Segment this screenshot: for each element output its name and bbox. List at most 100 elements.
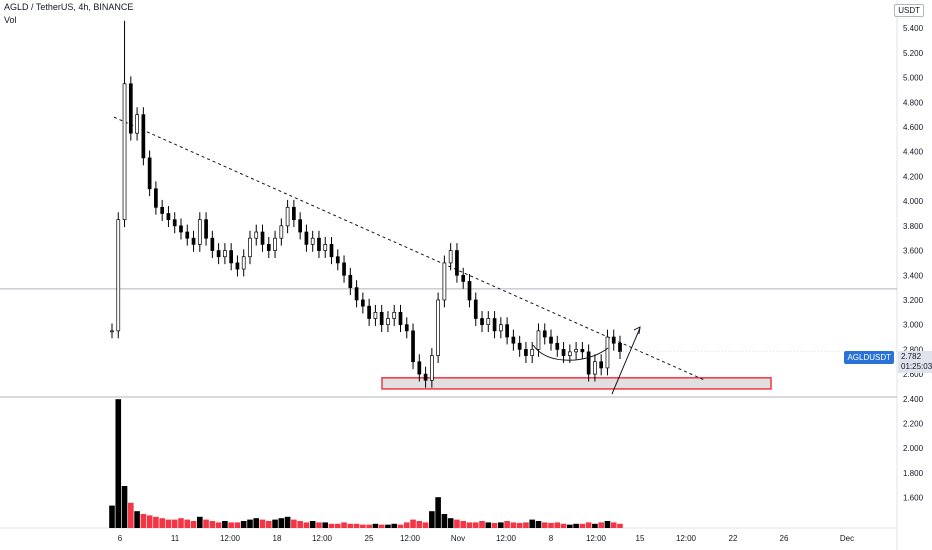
volume-bar	[334, 523, 341, 528]
y-tick-label: 5.400	[903, 24, 924, 33]
y-tick-label: 3.800	[903, 222, 924, 231]
volume-bar	[447, 518, 454, 528]
volume-bar	[215, 522, 222, 528]
candle-body	[430, 355, 434, 381]
candle-body	[248, 237, 252, 258]
y-tick-label: 4.600	[903, 123, 924, 132]
candle-body	[266, 244, 271, 251]
candle-body	[128, 83, 133, 134]
candle-body	[172, 219, 177, 227]
candle-body	[442, 262, 447, 301]
volume-bar	[253, 518, 260, 528]
candle-body	[467, 281, 472, 301]
candle-body	[379, 311, 384, 326]
x-tick-label: 12:00	[586, 534, 607, 543]
volume-bar	[429, 511, 435, 528]
candle-body	[210, 237, 215, 251]
currency-button[interactable]: USDT	[894, 4, 924, 17]
volume-bar	[134, 511, 140, 528]
volume-bar	[610, 522, 617, 528]
candle-body	[505, 324, 509, 338]
candle-body	[392, 311, 397, 319]
volume-bar	[498, 522, 504, 528]
candle-body	[342, 262, 346, 276]
candle-body	[185, 231, 190, 239]
candle-body	[361, 299, 365, 307]
volume-bar	[291, 519, 297, 528]
candle-body	[216, 250, 221, 258]
candle-body	[417, 361, 422, 375]
volume-bar	[548, 522, 554, 528]
volume-bar	[328, 523, 335, 528]
candle-body	[197, 219, 202, 245]
volume-bar	[165, 519, 172, 528]
volume-bar	[579, 523, 586, 528]
candle-body	[599, 361, 604, 369]
candle-body	[191, 237, 196, 245]
candle-body	[530, 349, 535, 356]
volume-bar	[472, 522, 479, 528]
x-tick-label: 25	[365, 534, 374, 543]
candle-body	[480, 318, 484, 326]
y-tick-label: 2.600	[903, 370, 924, 379]
volume-bar	[322, 522, 329, 528]
candle-body	[423, 373, 428, 381]
volume-bar	[516, 522, 523, 528]
y-tick-label: 4.800	[903, 98, 924, 107]
volume-bar	[360, 524, 366, 528]
y-tick-label: 5.200	[903, 49, 924, 58]
volume-bar	[159, 518, 165, 528]
volume-bar	[604, 521, 611, 528]
candle-body	[260, 231, 265, 245]
candle-body	[329, 244, 334, 258]
volume-bar	[190, 521, 197, 528]
candle-body	[386, 318, 390, 326]
candle-body	[141, 114, 146, 159]
projection-arrowhead	[633, 326, 641, 335]
volume-bar	[504, 521, 510, 528]
volume-bar	[309, 521, 316, 528]
volume-bar	[272, 519, 278, 528]
candle-body	[511, 336, 516, 344]
chart-title: AGLD / TetherUS, 4h, BINANCE	[4, 2, 134, 12]
x-tick-label: 8	[549, 534, 554, 543]
volume-bar	[240, 521, 247, 528]
volume-bar	[441, 514, 448, 528]
volume-bar	[617, 523, 623, 528]
candle-body	[524, 349, 528, 356]
volume-bar	[146, 515, 153, 528]
volume-bar	[385, 524, 391, 528]
volume-bar	[234, 522, 241, 528]
volume-bar	[140, 514, 147, 528]
candle-body	[298, 219, 302, 233]
candle-body	[536, 330, 541, 350]
x-tick-label: 15	[636, 534, 645, 543]
candle-body	[304, 231, 309, 245]
volume-bar	[410, 519, 416, 528]
x-tick-label: Nov	[451, 534, 465, 543]
x-tick-label: 12:00	[676, 534, 697, 543]
candle-body	[398, 311, 403, 326]
volume-bar	[184, 519, 191, 528]
candle-body	[492, 318, 497, 332]
candle-body	[317, 237, 321, 251]
y-tick-label: 3.000	[903, 321, 924, 330]
volume-bar	[454, 519, 460, 528]
candle-body	[323, 244, 328, 251]
consolidation-curve	[532, 344, 609, 361]
volume-bar	[403, 522, 410, 528]
candle-body	[160, 206, 165, 214]
volume-bar	[397, 524, 404, 528]
x-tick-label: 12:00	[496, 534, 517, 543]
y-tick-label: 4.400	[903, 148, 924, 157]
volume-bar	[341, 522, 347, 528]
volume-bar	[197, 516, 203, 528]
volume-label: Vol	[4, 15, 17, 25]
volume-bar	[297, 521, 303, 528]
volume-bar	[510, 522, 517, 528]
x-tick-label: 26	[780, 534, 789, 543]
x-tick-label: 12:00	[312, 534, 333, 543]
volume-bar	[585, 522, 592, 528]
candle-body	[498, 324, 503, 332]
